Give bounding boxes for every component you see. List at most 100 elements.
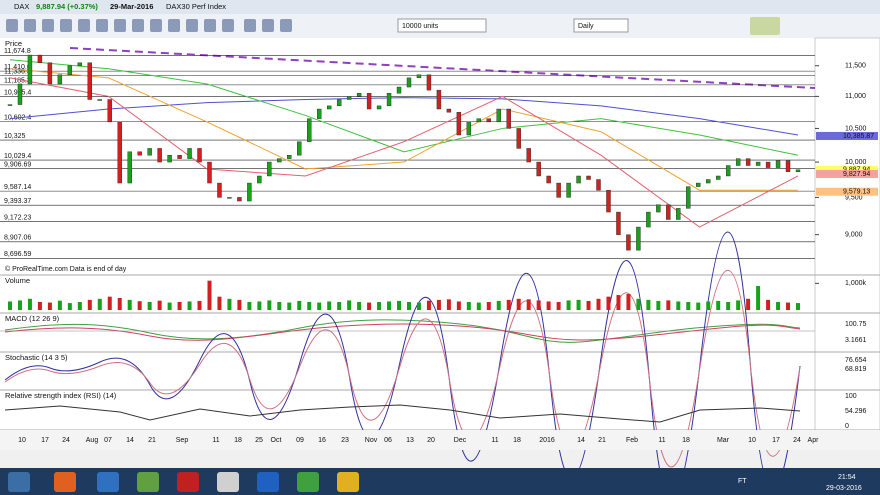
tool-icon[interactable] (24, 19, 36, 32)
volume-bar (177, 302, 182, 310)
candle (247, 182, 252, 202)
volume-bar (247, 302, 252, 310)
units-field[interactable] (397, 18, 487, 33)
candle (396, 86, 402, 94)
volume-bar (416, 302, 421, 310)
moving-average (9, 59, 799, 156)
volume-bar (347, 300, 352, 310)
candle (466, 121, 472, 136)
tool-icon[interactable] (244, 19, 256, 32)
volume-bar (387, 301, 392, 310)
volume-bar (616, 295, 621, 310)
tool-icon[interactable] (60, 19, 72, 32)
candle (147, 148, 152, 156)
candle (706, 179, 711, 184)
x-tick-label: 18 (513, 437, 521, 444)
volume-bar (686, 302, 691, 310)
volume-bar (726, 302, 731, 310)
instrument-name: DAX30 Perf Index (166, 2, 226, 11)
tool-icon[interactable] (96, 19, 108, 32)
app-icon[interactable] (257, 472, 279, 492)
tool-icon[interactable] (114, 19, 126, 32)
app-icon[interactable] (97, 472, 119, 492)
volume-bar (77, 302, 82, 310)
volume-bar (237, 299, 242, 310)
x-tick-label: 14 (577, 437, 585, 444)
candle (356, 93, 362, 97)
tool-icon[interactable] (150, 19, 162, 32)
app-icon[interactable] (177, 472, 199, 492)
footer-note: © ProRealTime.com Data is end of day (5, 265, 127, 273)
volume-bar (466, 302, 471, 310)
indicator-label: 3.1661 (845, 337, 867, 344)
toolbar-icons[interactable] (6, 17, 780, 35)
candle (586, 175, 591, 180)
volume-bar (227, 298, 232, 310)
volume-bar (666, 300, 671, 310)
volume-bar (596, 298, 601, 310)
tool-icon[interactable] (262, 19, 274, 32)
indicator-label: 54.296 (845, 408, 867, 415)
volume-bar (327, 301, 332, 310)
candle (506, 108, 511, 129)
panel-title: Stochastic (14 3 5) (5, 353, 68, 362)
app-icon[interactable] (297, 472, 319, 492)
taskbar-apps[interactable] (8, 472, 359, 492)
app-icon[interactable] (8, 472, 30, 492)
volume-bar (776, 302, 781, 310)
volume-bar (556, 302, 561, 310)
app-icon[interactable] (54, 472, 76, 492)
volume-bar (426, 300, 431, 310)
candle (626, 234, 631, 251)
x-tick-label: 24 (793, 437, 801, 444)
volume-bar (17, 300, 22, 310)
candle (476, 118, 482, 123)
tool-icon[interactable] (78, 19, 90, 32)
tool-icon[interactable] (280, 19, 292, 32)
candle (127, 151, 132, 184)
y-tick-label: 1,000k (845, 280, 867, 287)
volume-bar (87, 299, 92, 310)
candle (536, 161, 541, 177)
app-icon[interactable] (337, 472, 359, 492)
tool-icon[interactable] (132, 19, 144, 32)
tool-icon[interactable] (186, 19, 198, 32)
volume-bar (756, 286, 761, 310)
volume-bar (27, 298, 32, 310)
candle (686, 186, 691, 209)
volume-bar (187, 301, 192, 310)
tool-icon[interactable] (6, 19, 18, 32)
volume-bar (696, 302, 701, 310)
candle (566, 182, 571, 198)
candle (117, 121, 122, 184)
candle (87, 62, 92, 100)
price-marker-label: 10,385.87 (843, 133, 874, 140)
volume-bar (406, 302, 411, 310)
x-tick-label: 18 (234, 437, 242, 444)
app-icon[interactable] (217, 472, 239, 492)
candle (177, 155, 182, 159)
panel-title: Volume (5, 276, 30, 285)
candle (616, 211, 621, 235)
price-marker (816, 187, 878, 196)
app-icon[interactable] (137, 472, 159, 492)
period-select[interactable] (573, 18, 629, 33)
x-tick-label: Mar (717, 437, 730, 444)
volume-bar (476, 302, 481, 310)
x-tick-label: 06 (384, 437, 392, 444)
tool-icon[interactable] (42, 19, 54, 32)
tool-icon[interactable] (168, 19, 180, 32)
x-tick-label: 14 (126, 437, 134, 444)
x-tick-label: 10 (18, 437, 26, 444)
volume-bar (287, 302, 292, 310)
volume-bar (636, 298, 641, 310)
candle (646, 211, 651, 228)
volume-bar (486, 302, 491, 310)
volume-bar (766, 299, 771, 310)
tool-icon[interactable] (750, 17, 780, 35)
tool-icon[interactable] (204, 19, 216, 32)
volume-bar (267, 300, 272, 310)
tool-icon[interactable] (222, 19, 234, 32)
volume-bar (566, 300, 571, 310)
level-label: 11,410.6 (4, 64, 31, 71)
